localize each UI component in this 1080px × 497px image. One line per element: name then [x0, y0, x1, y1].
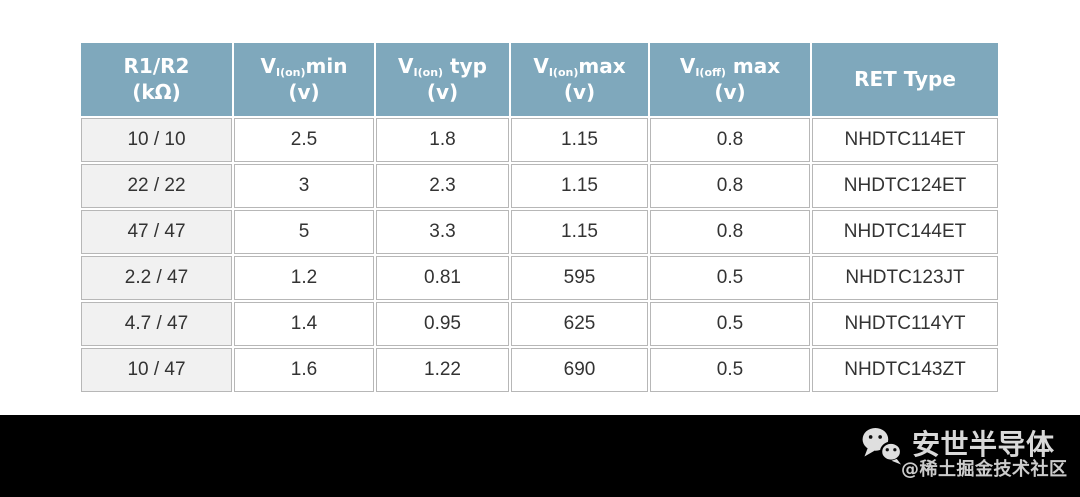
header-unit: (v) — [563, 80, 596, 104]
cell-vion-typ: 0.95 — [376, 302, 509, 346]
wechat-icon — [862, 427, 903, 465]
table-row: 2.2 / 47 1.2 0.81 595 0.5 NHDTC123JT — [81, 256, 998, 300]
cell-vion-min: 5 — [234, 210, 374, 254]
header-line1: VI(on)max — [513, 54, 646, 79]
header-cell-vioff-max: VI(off) max (v) — [650, 43, 810, 116]
cell-vion-max: 690 — [511, 348, 648, 392]
cell-vioff-max: 0.5 — [650, 348, 810, 392]
community-handle: @稀土掘金技术社区 — [901, 459, 1068, 480]
cell-vioff-max: 0.8 — [650, 118, 810, 162]
header-line1: R1/R2 — [83, 54, 230, 79]
brand-name: 安世半导体 — [912, 428, 1055, 461]
header-label: V — [679, 54, 696, 78]
header-row: R1/R2 (kΩ) VI(on)min (v) VI(on) typ (v) … — [81, 43, 998, 116]
header-label-suffix: max — [725, 54, 781, 78]
cell-vion-min: 1.6 — [234, 348, 374, 392]
cell-ret-type: NHDTC123JT — [812, 256, 998, 300]
cell-vion-typ: 1.8 — [376, 118, 509, 162]
cell-vion-typ: 3.3 — [376, 210, 509, 254]
table-row: 47 / 47 5 3.3 1.15 0.8 NHDTC144ET — [81, 210, 998, 254]
cell-vion-typ: 2.3 — [376, 164, 509, 208]
cell-vion-max: 1.15 — [511, 118, 648, 162]
header-unit: (v) — [426, 80, 459, 104]
table-row: 10 / 47 1.6 1.22 690 0.5 NHDTC143ZT — [81, 348, 998, 392]
cell-vioff-max: 0.5 — [650, 302, 810, 346]
header-subscript: I(on) — [413, 66, 444, 79]
cell-vion-max: 1.15 — [511, 164, 648, 208]
header-subscript: I(on) — [276, 66, 306, 79]
cell-vion-max: 1.15 — [511, 210, 648, 254]
cell-vion-typ: 0.81 — [376, 256, 509, 300]
cell-vioff-max: 0.8 — [650, 164, 810, 208]
cell-r1r2: 2.2 / 47 — [81, 256, 232, 300]
header-cell-vion-typ: VI(on) typ (v) — [376, 43, 509, 116]
header-line1: VI(off) max — [652, 54, 808, 79]
table-row: 22 / 22 3 2.3 1.15 0.8 NHDTC124ET — [81, 164, 998, 208]
table-row: 10 / 10 2.5 1.8 1.15 0.8 NHDTC114ET — [81, 118, 998, 162]
cell-ret-type: NHDTC144ET — [812, 210, 998, 254]
cell-vion-typ: 1.22 — [376, 348, 509, 392]
cell-r1r2: 10 / 47 — [81, 348, 232, 392]
cell-r1r2: 47 / 47 — [81, 210, 232, 254]
cell-vion-max: 595 — [511, 256, 648, 300]
cell-ret-type: NHDTC114YT — [812, 302, 998, 346]
cell-vion-max: 625 — [511, 302, 648, 346]
cell-r1r2: 22 / 22 — [81, 164, 232, 208]
ret-selection-table: R1/R2 (kΩ) VI(on)min (v) VI(on) typ (v) … — [79, 41, 1000, 394]
table-header: R1/R2 (kΩ) VI(on)min (v) VI(on) typ (v) … — [81, 43, 998, 116]
header-line1: VI(on) typ — [378, 54, 507, 79]
cell-vion-min: 2.5 — [234, 118, 374, 162]
cell-vion-min: 3 — [234, 164, 374, 208]
cell-vion-min: 1.4 — [234, 302, 374, 346]
header-label: V — [398, 54, 414, 78]
header-label-suffix: max — [578, 54, 626, 78]
header-subscript: I(off) — [695, 66, 726, 79]
cell-vioff-max: 0.8 — [650, 210, 810, 254]
header-label-suffix: min — [305, 54, 348, 78]
header-cell-vion-max: VI(on)max (v) — [511, 43, 648, 116]
cell-r1r2: 10 / 10 — [81, 118, 232, 162]
header-cell-r1r2: R1/R2 (kΩ) — [81, 43, 232, 116]
cell-r1r2: 4.7 / 47 — [81, 302, 232, 346]
cell-vioff-max: 0.5 — [650, 256, 810, 300]
cell-ret-type: NHDTC124ET — [812, 164, 998, 208]
header-label-suffix: typ — [443, 54, 487, 78]
watermark-bar: 安世半导体 @稀土掘金技术社区 — [0, 415, 1080, 497]
header-unit: (v) — [714, 80, 746, 104]
header-label: V — [533, 54, 549, 78]
header-label: R1/R2 — [123, 54, 190, 78]
header-line1: VI(on)min — [236, 54, 372, 79]
table-row: 4.7 / 47 1.4 0.95 625 0.5 NHDTC114YT — [81, 302, 998, 346]
header-label: RET Type — [854, 66, 956, 91]
cell-vion-min: 1.2 — [234, 256, 374, 300]
table-body: 10 / 10 2.5 1.8 1.15 0.8 NHDTC114ET 22 /… — [81, 118, 998, 392]
header-cell-ret-type: RET Type — [812, 43, 998, 116]
header-cell-vion-min: VI(on)min (v) — [234, 43, 374, 116]
header-subscript: I(on) — [548, 66, 579, 79]
cell-ret-type: NHDTC114ET — [812, 118, 998, 162]
header-line1: RET Type — [814, 67, 996, 92]
cell-ret-type: NHDTC143ZT — [812, 348, 998, 392]
header-unit: (kΩ) — [132, 80, 181, 104]
header-label: V — [260, 54, 276, 78]
ret-table-container: R1/R2 (kΩ) VI(on)min (v) VI(on) typ (v) … — [79, 41, 1000, 394]
header-unit: (v) — [288, 80, 320, 104]
